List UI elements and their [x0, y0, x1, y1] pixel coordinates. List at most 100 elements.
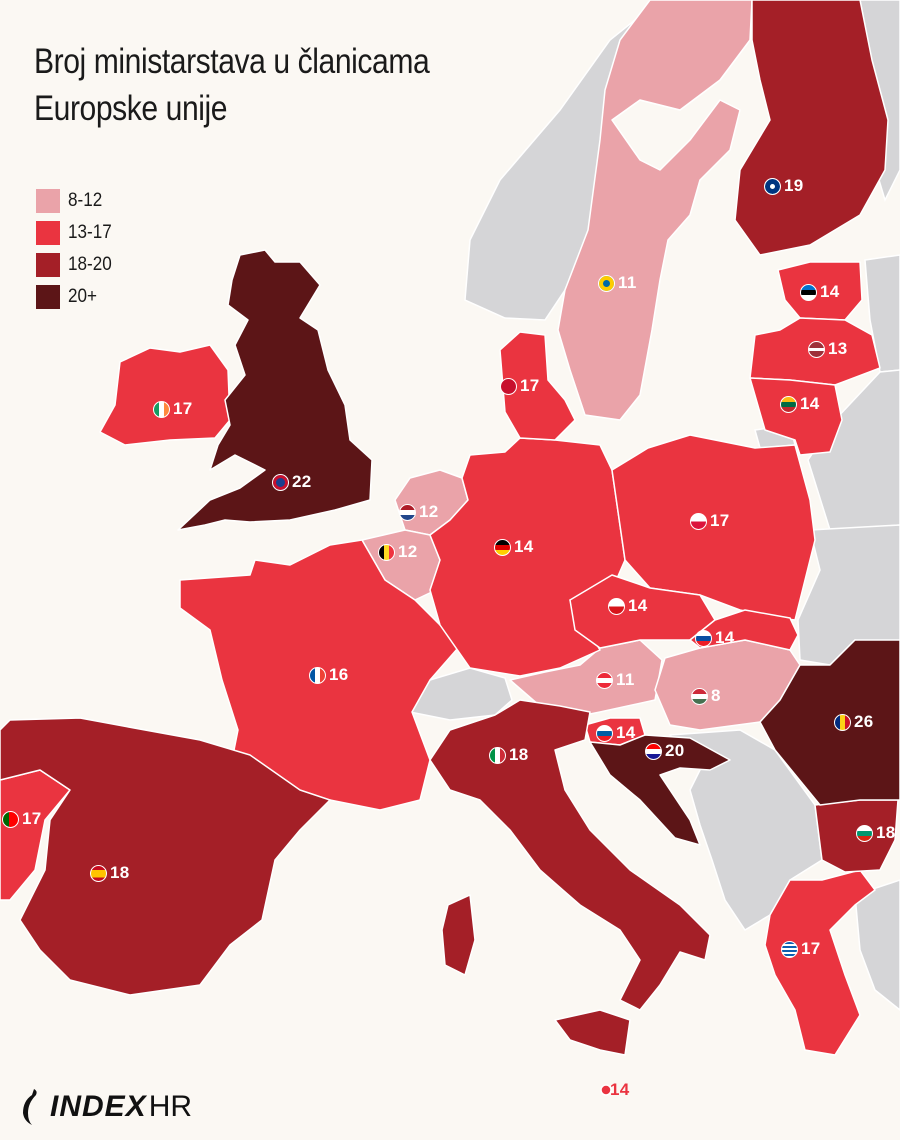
country-value: 18 — [110, 863, 130, 882]
switzerland-region — [408, 667, 513, 721]
country-badge-uk: 22 — [272, 472, 312, 492]
legend-item: 18-20 — [36, 252, 117, 277]
poland-flag-icon — [690, 512, 707, 530]
country-badge-lithuania: 14 — [780, 394, 820, 414]
country-value: 12 — [398, 542, 418, 561]
country-badge-malta: 14 — [610, 1080, 630, 1100]
country-value: 14 — [820, 282, 840, 301]
logo-index-text: INDEX — [50, 1090, 147, 1123]
legend-label: 20+ — [68, 285, 98, 307]
lithuania-flag-icon — [780, 395, 797, 413]
country-badge-latvia: 13 — [808, 339, 848, 359]
country-badge-slovenia: 14 — [596, 723, 636, 743]
croatia-flag-icon — [645, 742, 662, 760]
finland-shape — [734, 0, 889, 256]
country-badge-bulgaria: 18 — [856, 823, 896, 843]
country-badge-spain: 18 — [90, 863, 130, 883]
country-badge-germany: 14 — [494, 537, 534, 557]
map-title: Broj ministarstava u članicama Europske … — [34, 42, 430, 128]
country-value: 14 — [616, 723, 636, 742]
legend-item: 20+ — [36, 284, 117, 309]
bulgaria-flag-icon — [856, 824, 873, 842]
lithuania-shape — [749, 377, 843, 456]
portugal-flag-icon — [2, 810, 19, 828]
country-value: 11 — [616, 670, 635, 689]
legend-label: 18-20 — [68, 253, 112, 275]
country-value: 18 — [509, 745, 529, 764]
sardinia-shape — [441, 894, 476, 976]
netherlands-flag-icon — [399, 503, 416, 521]
spain-shape — [0, 717, 331, 996]
country-badge-ireland: 17 — [153, 399, 193, 419]
country-value: 16 — [329, 665, 349, 684]
country-badge-italy: 18 — [489, 745, 529, 765]
country-badge-finland: 19 — [764, 176, 804, 196]
france-flag-icon — [309, 666, 326, 684]
uk-shape — [177, 249, 373, 531]
country-badge-belgium: 12 — [378, 542, 418, 562]
romania-shape — [759, 639, 900, 806]
slovenia-flag-icon — [596, 724, 613, 742]
indexhr-logo: INDEX HR — [22, 1087, 192, 1127]
country-value: 17 — [520, 376, 540, 395]
sicily-shape — [554, 1009, 631, 1056]
slovakia-shape — [689, 609, 799, 651]
turkey-region — [854, 879, 900, 1011]
germany-flag-icon — [494, 538, 511, 556]
country-badge-estonia: 14 — [800, 282, 840, 302]
country-badge-slovakia: 14 — [695, 628, 735, 648]
country-badge-sweden: 11 — [598, 273, 637, 293]
denmark-flag-icon — [500, 377, 517, 395]
greece-flag-icon — [781, 940, 798, 958]
country-value: 14 — [800, 394, 820, 413]
legend: 8-12 13-17 18-20 20+ — [36, 188, 117, 316]
country-badge-austria: 11 — [596, 670, 635, 690]
country-value: 14 — [610, 1080, 630, 1099]
greece-shape — [764, 869, 876, 1056]
country-badge-netherlands: 12 — [399, 502, 439, 522]
legend-swatch — [36, 284, 60, 309]
legend-swatch — [36, 252, 60, 277]
country-badge-greece: 17 — [781, 939, 821, 959]
ireland-flag-icon — [153, 400, 170, 418]
country-badge-denmark: 17 — [500, 376, 540, 396]
ireland-shape — [99, 344, 231, 446]
country-value: 14 — [715, 628, 735, 647]
chili-pepper-icon — [23, 1089, 37, 1125]
slovakia-flag-icon — [695, 629, 712, 647]
country-value: 12 — [419, 502, 439, 521]
legend-swatch — [36, 220, 60, 245]
belgium-flag-icon — [378, 543, 395, 561]
country-badge-france: 16 — [309, 665, 349, 685]
legend-swatch — [36, 188, 60, 213]
country-value: 14 — [514, 537, 534, 556]
estonia-shape — [777, 261, 863, 321]
uk-flag-icon — [272, 473, 289, 491]
country-value: 11 — [618, 273, 637, 292]
italy-shape — [429, 699, 711, 1011]
country-value: 18 — [876, 823, 896, 842]
hungary-flag-icon — [691, 687, 708, 705]
country-badge-poland: 17 — [690, 511, 730, 531]
denmark-shape — [499, 331, 576, 441]
country-badge-portugal: 17 — [2, 809, 42, 829]
latvia-flag-icon — [808, 340, 825, 358]
country-badge-croatia: 20 — [645, 741, 685, 761]
country-badge-hungary: 8 — [691, 686, 721, 706]
belarus-region — [807, 369, 900, 531]
country-value: 26 — [854, 712, 874, 731]
austria-flag-icon — [596, 671, 613, 689]
country-value: 17 — [710, 511, 730, 530]
legend-label: 13-17 — [68, 221, 112, 243]
country-value: 19 — [784, 176, 804, 195]
czechia-flag-icon — [608, 597, 625, 615]
italy-flag-icon — [489, 746, 506, 764]
legend-item: 13-17 — [36, 220, 117, 245]
country-value: 22 — [292, 472, 312, 491]
country-value: 8 — [711, 686, 721, 705]
country-value: 17 — [22, 809, 42, 828]
croatia-shape — [589, 734, 731, 846]
country-value: 20 — [665, 741, 685, 760]
finland-flag-icon — [764, 177, 781, 195]
